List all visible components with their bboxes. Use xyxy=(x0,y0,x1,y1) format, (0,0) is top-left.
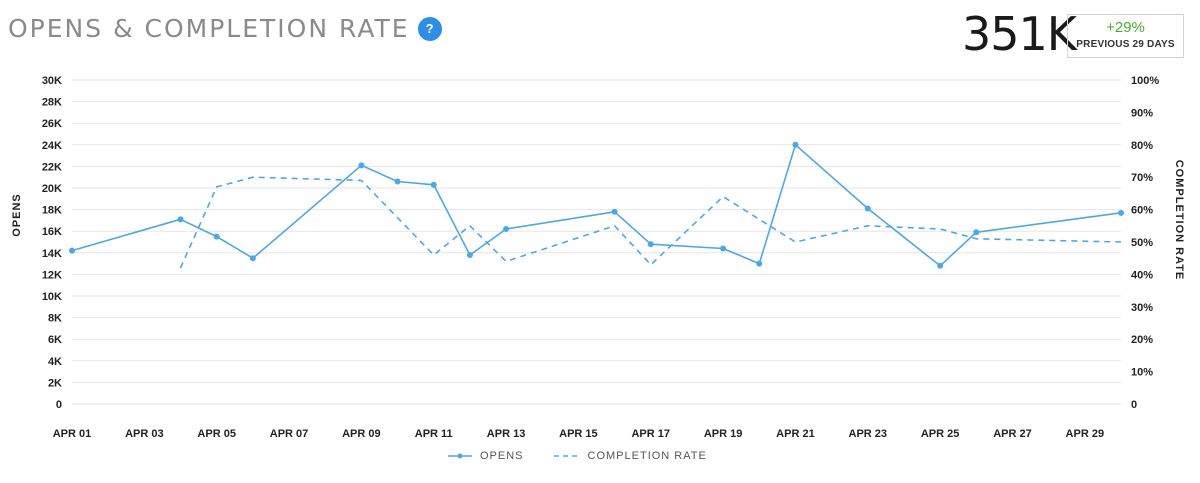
y2-tick-label: 80% xyxy=(1131,140,1153,152)
opens-line xyxy=(71,144,1122,267)
x-tick-label: APR 27 xyxy=(993,428,1032,440)
opens-point xyxy=(358,162,365,169)
y-tick-label: 14K xyxy=(42,248,62,260)
opens-point xyxy=(647,241,654,248)
opens-point xyxy=(611,208,618,215)
opens-point xyxy=(177,216,184,223)
change-period: PREVIOUS 29 DAYS xyxy=(1076,39,1175,50)
y-tick-label: 16K xyxy=(42,226,62,238)
x-tick-label: APR 11 xyxy=(415,428,453,440)
total-opens-value: 351K xyxy=(962,7,1077,61)
opens-point xyxy=(249,255,256,262)
y2-tick-label: 0 xyxy=(1131,399,1137,411)
chart-title: OPENS & COMPLETION RATE ? xyxy=(8,14,442,43)
x-tick-label: APR 17 xyxy=(631,428,670,440)
x-tick-label: APR 03 xyxy=(125,428,164,440)
legend-completion-label: COMPLETION RATE xyxy=(587,450,707,462)
y-tick-label: 26K xyxy=(42,118,62,130)
x-tick-label: APR 01 xyxy=(53,428,92,440)
y2-tick-label: 30% xyxy=(1131,302,1153,314)
y-tick-label: 22K xyxy=(42,161,62,173)
y2-tick-label: 100% xyxy=(1131,75,1159,87)
legend-item-completion-rate[interactable]: COMPLETION RATE xyxy=(553,450,707,462)
opens-point xyxy=(213,233,220,240)
legend-opens-label: OPENS xyxy=(480,450,524,462)
x-tick-label: APR 29 xyxy=(1066,428,1105,440)
legend-item-opens[interactable]: OPENS xyxy=(448,450,524,462)
y-axis-title: OPENS xyxy=(11,193,23,237)
y2-tick-label: 40% xyxy=(1131,269,1153,281)
x-tick-label: APR 13 xyxy=(487,428,526,440)
y2-tick-label: 10% xyxy=(1131,367,1153,379)
opens-point xyxy=(973,229,980,236)
y-tick-label: 8K xyxy=(48,313,62,325)
x-tick-label: APR 07 xyxy=(270,428,309,440)
change-percent: +29% xyxy=(1106,19,1145,36)
x-tick-label: APR 19 xyxy=(704,428,743,440)
chart-title-text: OPENS & COMPLETION RATE xyxy=(8,14,410,43)
opens-point xyxy=(466,251,473,258)
completion-rate-line xyxy=(179,176,1122,269)
opens-point xyxy=(1118,209,1124,216)
opens-point xyxy=(792,141,799,148)
y-tick-label: 0 xyxy=(56,399,62,411)
y2-tick-label: 50% xyxy=(1131,237,1153,249)
opens-point xyxy=(937,262,944,269)
opens-point xyxy=(756,260,763,267)
x-tick-label: APR 05 xyxy=(197,428,236,440)
opens-point xyxy=(864,205,871,212)
help-icon[interactable]: ? xyxy=(417,16,442,41)
legend-completion-swatch xyxy=(553,455,580,457)
opens-point xyxy=(430,181,437,188)
x-tick-label: APR 25 xyxy=(921,428,960,440)
legend-opens-swatch xyxy=(448,453,472,459)
y2-tick-label: 20% xyxy=(1131,334,1153,346)
opens-point xyxy=(503,226,510,233)
opens-point xyxy=(69,247,75,254)
y-tick-label: 2K xyxy=(48,377,62,389)
x-tick-label: APR 09 xyxy=(342,428,381,440)
x-tick-label: APR 23 xyxy=(849,428,888,440)
opens-point xyxy=(394,178,401,185)
y-tick-label: 24K xyxy=(42,140,62,152)
y-tick-label: 4K xyxy=(48,356,62,368)
y2-axis-title: COMPLETION RATE xyxy=(1173,160,1185,281)
opens-point xyxy=(720,245,727,252)
y2-tick-label: 70% xyxy=(1131,172,1153,184)
y-tick-label: 20K xyxy=(42,183,62,195)
y-tick-label: 10K xyxy=(42,291,62,303)
y-tick-label: 30K xyxy=(42,75,62,87)
y-tick-label: 18K xyxy=(42,205,62,217)
y2-tick-label: 60% xyxy=(1131,205,1153,217)
x-tick-label: APR 21 xyxy=(776,428,815,440)
chart-legend: OPENS COMPLETION RATE xyxy=(448,450,737,462)
y-tick-label: 6K xyxy=(48,334,62,346)
y-tick-label: 28K xyxy=(42,97,62,109)
x-tick-label: APR 15 xyxy=(559,428,598,440)
y2-tick-label: 90% xyxy=(1131,107,1153,119)
change-badge: +29% PREVIOUS 29 DAYS xyxy=(1067,14,1184,58)
y-tick-label: 12K xyxy=(42,269,62,281)
